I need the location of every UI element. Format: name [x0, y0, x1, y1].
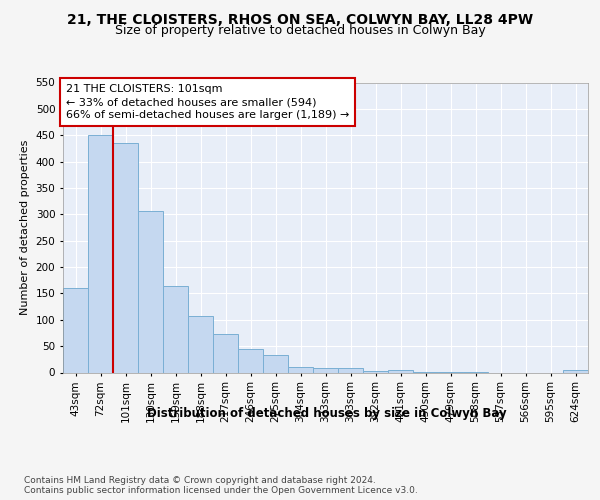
Bar — [563, 370, 588, 372]
Bar — [188, 316, 213, 372]
Y-axis label: Number of detached properties: Number of detached properties — [20, 140, 30, 315]
Bar — [263, 355, 288, 372]
Bar — [113, 143, 138, 372]
Bar — [388, 370, 413, 372]
Bar — [288, 367, 313, 372]
Bar — [63, 288, 88, 372]
Bar — [213, 334, 238, 372]
Bar — [313, 368, 338, 372]
Bar — [88, 135, 113, 372]
Bar — [138, 210, 163, 372]
Bar — [238, 350, 263, 372]
Text: Distribution of detached houses by size in Colwyn Bay: Distribution of detached houses by size … — [147, 408, 507, 420]
Bar — [338, 368, 363, 372]
Text: 21, THE CLOISTERS, RHOS ON SEA, COLWYN BAY, LL28 4PW: 21, THE CLOISTERS, RHOS ON SEA, COLWYN B… — [67, 12, 533, 26]
Text: Contains HM Land Registry data © Crown copyright and database right 2024.
Contai: Contains HM Land Registry data © Crown c… — [24, 476, 418, 495]
Text: Size of property relative to detached houses in Colwyn Bay: Size of property relative to detached ho… — [115, 24, 485, 37]
Bar — [163, 286, 188, 372]
Text: 21 THE CLOISTERS: 101sqm
← 33% of detached houses are smaller (594)
66% of semi-: 21 THE CLOISTERS: 101sqm ← 33% of detach… — [65, 84, 349, 120]
